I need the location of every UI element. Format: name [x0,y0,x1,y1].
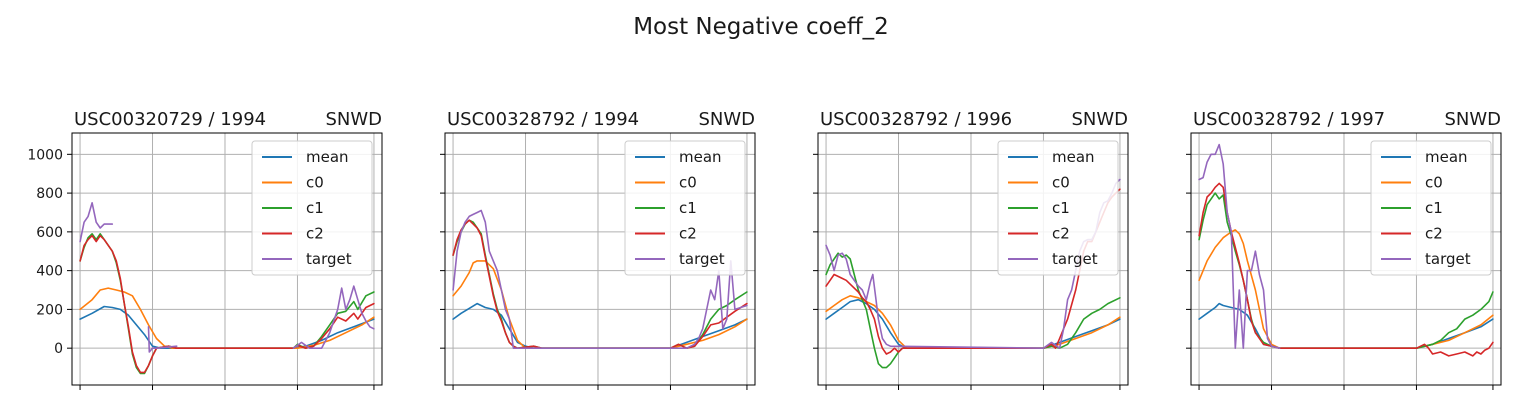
y-tick-label: 400 [36,264,63,280]
subplot-4: USC00328792 / 1997 SNWD mean c0 c1 c2 target [1186,109,1502,390]
legend-label-mean: mean [1052,148,1095,166]
y-tick-label: 600 [36,225,63,241]
subplot-title-right: SNWD [1071,109,1128,130]
legend-label-c0: c0 [306,174,324,192]
legend-box [251,140,373,276]
subplot-title-right: SNWD [325,109,382,130]
legend-label-mean: mean [679,148,722,166]
subplot-title-right: SNWD [1444,109,1501,130]
legend-label-c0: c0 [679,174,697,192]
legend-label-mean: mean [306,148,349,166]
series-line-target [147,326,178,353]
legend-label-c2: c2 [1425,225,1443,243]
legend-label-c2: c2 [1052,225,1070,243]
series-line-c2 [1198,182,1494,357]
series-line-c0 [1198,229,1494,349]
legend-box [624,140,746,276]
legend-label-target: target [1425,250,1471,268]
subplot-3: USC00328792 / 1996 SNWD mean c0 c1 c2 target [813,109,1129,390]
axes-frame [71,132,383,386]
series-line-target [292,285,375,349]
subplot-title-right: SNWD [698,109,755,130]
series-line-c0 [79,287,375,349]
legend: mean c0 c1 c2 target [251,140,373,276]
legend-label-target: target [1052,250,1098,268]
legend-label-c2: c2 [306,225,324,243]
legend-label-c1: c1 [1052,199,1070,217]
y-tick-label: 1000 [27,147,63,163]
y-tick-label: 200 [36,302,63,318]
figure-title: Most Negative coeff_2 [633,14,889,40]
subplot-title-left: USC00320729 / 1994 [74,109,266,130]
legend-label-c2: c2 [679,225,697,243]
legend-box [997,140,1119,276]
subplot-title-left: USC00328792 / 1997 [1193,109,1385,130]
series-line-target [1198,143,1281,349]
legend-label-c1: c1 [306,199,324,217]
series-line-target [79,202,114,243]
legend-label-target: target [679,250,725,268]
legend-box [1370,140,1492,276]
panels-container: 0 200 400 600 800 1000 USC00320729 / 1994 SNWD m… [27,109,1502,390]
legend: mean c0 c1 c2 target [997,140,1119,276]
axes-frame [1190,132,1502,386]
legend-label-c0: c0 [1425,174,1443,192]
legend: mean c0 c1 c2 target [1370,140,1492,276]
legend: mean c0 c1 c2 target [624,140,746,276]
axes-frame [817,132,1129,386]
subplot-2: USC00328792 / 1994 SNWD mean c0 c1 c2 target [440,109,756,390]
legend-label-c0: c0 [1052,174,1070,192]
subplot-1: 0 200 400 600 800 1000 USC00320729 / 1994 SNWD m… [27,109,383,390]
legend-label-mean: mean [1425,148,1468,166]
legend-label-target: target [306,250,352,268]
axes-frame [444,132,756,386]
series-line-mean [452,302,748,349]
y-tick-label: 800 [36,186,63,202]
series-line-c0 [825,295,1121,349]
subplot-title-left: USC00328792 / 1994 [447,109,639,130]
legend-label-c1: c1 [679,199,697,217]
series-line-c2 [79,234,375,374]
subplot-title-left: USC00328792 / 1996 [820,109,1012,130]
series-line-c2 [452,219,748,349]
y-tick-label: 0 [54,341,63,357]
series-line-mean [825,298,1121,349]
legend-label-c1: c1 [1425,199,1443,217]
